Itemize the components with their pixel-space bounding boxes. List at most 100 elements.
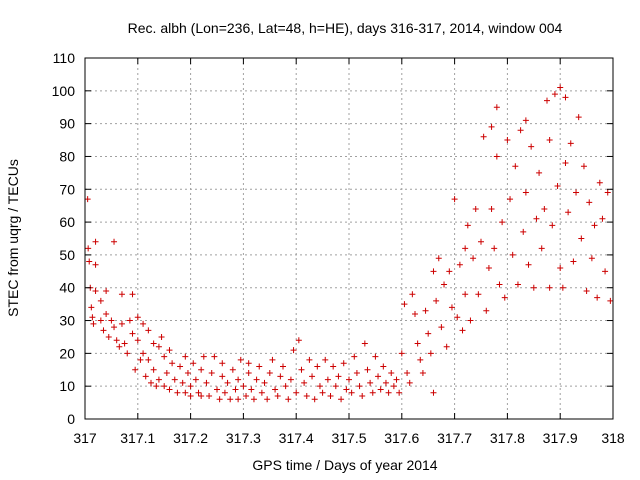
data-point-plus: [118, 320, 125, 327]
data-point-plus: [256, 363, 263, 370]
data-point-plus: [480, 133, 487, 140]
data-point-plus: [414, 340, 421, 347]
data-point-plus: [219, 373, 226, 380]
data-point-plus: [546, 284, 553, 291]
x-tick-label: 317.6: [384, 430, 419, 446]
data-point-plus: [216, 396, 223, 403]
data-point-plus: [330, 363, 337, 370]
data-point-plus: [161, 383, 168, 390]
data-points: [84, 84, 614, 403]
data-point-plus: [607, 297, 614, 304]
data-point-plus: [588, 255, 595, 262]
data-point-plus: [557, 265, 564, 272]
data-point-plus: [406, 379, 413, 386]
data-point-plus: [443, 343, 450, 350]
data-point-plus: [596, 179, 603, 186]
data-point-plus: [319, 389, 326, 396]
data-point-plus: [85, 245, 92, 252]
data-point-plus: [356, 383, 363, 390]
data-point-plus: [250, 396, 257, 403]
data-point-plus: [562, 160, 569, 167]
x-tick-label: 317: [73, 430, 97, 446]
data-point-plus: [272, 386, 279, 393]
data-point-plus: [111, 238, 118, 245]
data-point-plus: [142, 373, 149, 380]
data-point-plus: [565, 209, 572, 216]
data-point-plus: [126, 317, 133, 324]
data-point-plus: [475, 291, 482, 298]
data-point-plus: [427, 350, 434, 357]
data-point-plus: [343, 386, 350, 393]
data-point-plus: [419, 370, 426, 377]
data-point-plus: [435, 255, 442, 262]
data-point-plus: [150, 366, 157, 373]
data-point-plus: [100, 327, 107, 334]
data-point-plus: [586, 199, 593, 206]
data-point-plus: [277, 373, 284, 380]
data-point-plus: [221, 389, 228, 396]
data-point-plus: [182, 389, 189, 396]
data-point-plus: [166, 386, 173, 393]
data-point-plus: [232, 386, 239, 393]
data-point-plus: [140, 350, 147, 357]
data-point-plus: [488, 205, 495, 212]
data-point-plus: [578, 235, 585, 242]
data-point-plus: [311, 396, 318, 403]
data-point-plus: [208, 370, 215, 377]
data-point-plus: [567, 140, 574, 147]
data-point-plus: [398, 350, 405, 357]
data-point-plus: [219, 360, 226, 367]
data-point-plus: [417, 356, 424, 363]
data-point-plus: [388, 370, 395, 377]
grid-lines: [85, 58, 613, 419]
data-point-plus: [269, 356, 276, 363]
x-tick-label: 317.3: [226, 430, 261, 446]
y-tick-label: 90: [59, 116, 75, 132]
data-point-plus: [103, 310, 110, 317]
data-point-plus: [198, 393, 205, 400]
data-point-plus: [195, 389, 202, 396]
data-point-plus: [575, 114, 582, 121]
data-point-plus: [324, 376, 331, 383]
data-point-plus: [245, 360, 252, 367]
data-point-plus: [266, 370, 273, 377]
data-point-plus: [454, 314, 461, 321]
data-point-plus: [485, 265, 492, 272]
x-tick-label: 317.1: [120, 430, 155, 446]
data-point-plus: [148, 379, 154, 386]
data-point-plus: [88, 304, 95, 311]
data-point-plus: [361, 340, 368, 347]
data-point-plus: [145, 327, 152, 334]
x-tick-label: 317.2: [173, 430, 208, 446]
data-point-plus: [412, 310, 418, 317]
data-point-plus: [430, 389, 437, 396]
x-tick-label: 317.8: [490, 430, 525, 446]
data-point-plus: [280, 363, 286, 370]
data-point-plus: [145, 356, 152, 363]
data-point-plus: [227, 396, 234, 403]
data-point-plus: [604, 189, 611, 196]
data-point-plus: [602, 268, 609, 275]
data-point-plus: [451, 196, 458, 203]
data-point-plus: [583, 288, 590, 295]
y-axis-label: STEC from uqrg / TECUs: [5, 159, 21, 317]
data-point-plus: [348, 389, 355, 396]
data-point-plus: [393, 376, 400, 383]
data-point-plus: [274, 393, 281, 400]
data-point-plus: [369, 389, 376, 396]
y-tick-label: 10: [59, 378, 75, 394]
data-point-plus: [472, 205, 479, 212]
data-point-plus: [153, 383, 160, 390]
x-axis-label: GPS time / Days of year 2014: [252, 457, 437, 473]
x-tick-label: 318: [601, 430, 625, 446]
data-point-plus: [372, 353, 379, 360]
data-point-plus: [346, 376, 352, 383]
chart-title: Rec. albh (Lon=236, Lat=48, h=HE), days …: [128, 20, 563, 36]
data-point-plus: [536, 169, 543, 176]
data-point-plus: [404, 370, 411, 377]
data-point-plus: [557, 84, 564, 91]
data-point-plus: [483, 307, 490, 314]
data-point-plus: [187, 383, 194, 390]
data-point-plus: [522, 117, 529, 124]
y-tick-label: 60: [59, 214, 75, 230]
